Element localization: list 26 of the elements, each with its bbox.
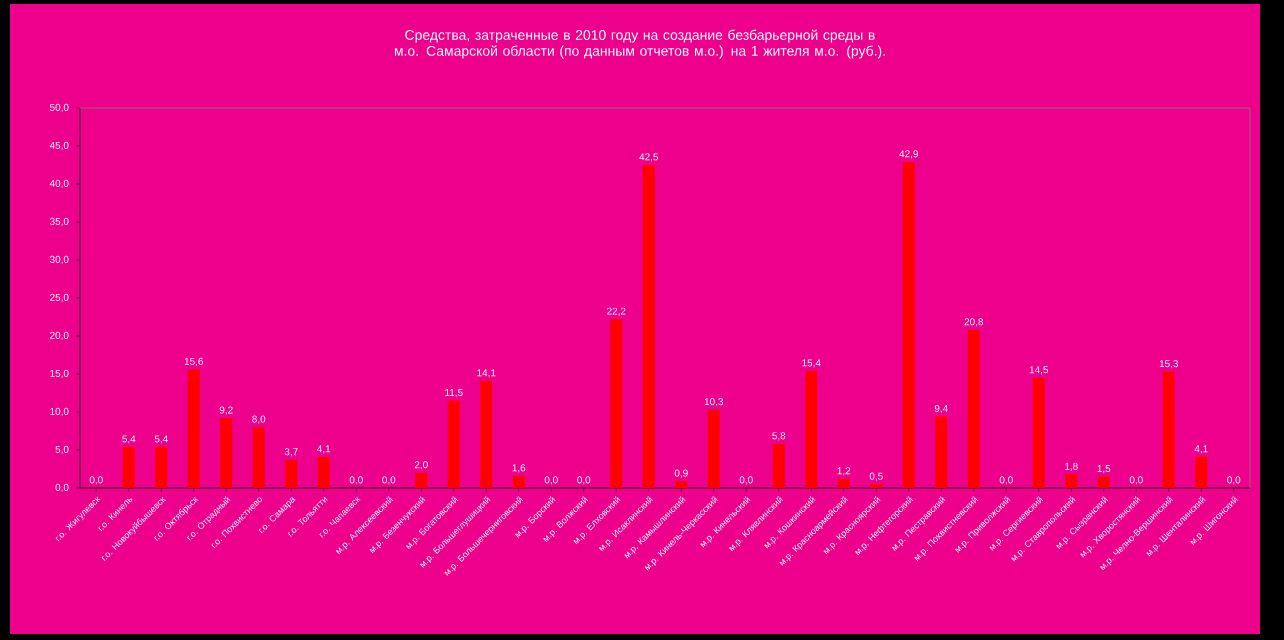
bar bbox=[1195, 456, 1208, 488]
bar bbox=[122, 446, 135, 488]
bar bbox=[1097, 476, 1110, 488]
bar bbox=[415, 472, 428, 488]
bar bbox=[772, 443, 785, 488]
bar bbox=[675, 481, 688, 488]
bar bbox=[187, 369, 200, 488]
bar bbox=[285, 459, 298, 488]
bar bbox=[935, 416, 948, 488]
bar bbox=[155, 446, 168, 488]
bar bbox=[1032, 377, 1045, 488]
bar bbox=[1162, 371, 1175, 488]
bar bbox=[512, 475, 525, 488]
bar bbox=[902, 161, 915, 488]
bar bbox=[967, 329, 980, 488]
bar bbox=[1065, 474, 1078, 488]
bar bbox=[642, 165, 655, 488]
bar bbox=[317, 456, 330, 488]
bar bbox=[252, 427, 265, 488]
bar bbox=[707, 409, 720, 488]
bar bbox=[610, 319, 623, 488]
bar bbox=[220, 418, 233, 488]
bar bbox=[447, 400, 460, 488]
bar bbox=[805, 370, 818, 488]
bar bbox=[480, 380, 493, 488]
bar bbox=[837, 478, 850, 488]
